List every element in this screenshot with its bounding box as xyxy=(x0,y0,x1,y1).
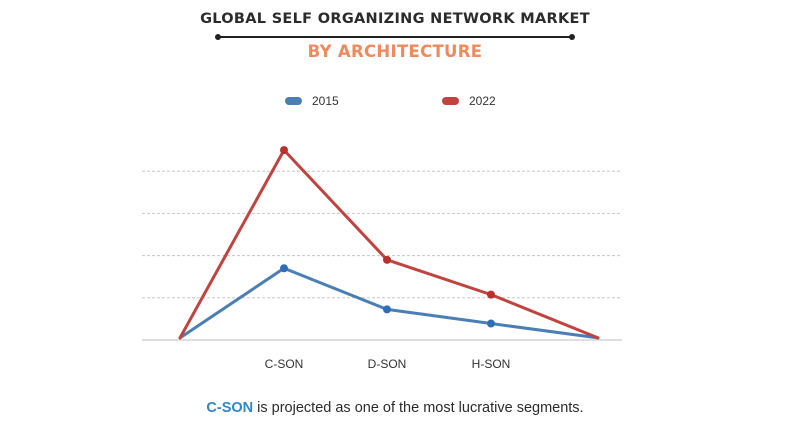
legend-label-2015: 2015 xyxy=(312,94,339,108)
chart-title: GLOBAL SELF ORGANIZING NETWORK MARKET xyxy=(200,11,590,27)
data-point-2022-c-son xyxy=(280,146,288,155)
x-tick-label-c-son: C-SON xyxy=(265,357,304,371)
data-point-2015-d-son xyxy=(383,305,391,314)
chart-subtitle: BY ARCHITECTURE xyxy=(307,42,483,61)
chart-caption: C-SON is projected as one of the most lu… xyxy=(0,400,790,416)
legend-swatch-2022 xyxy=(442,97,459,105)
legend-label-2022: 2022 xyxy=(469,94,496,108)
x-tick-label-h-son: H-SON xyxy=(472,357,511,371)
caption-text: is projected as one of the most lucrativ… xyxy=(253,400,584,416)
data-point-2022-d-son xyxy=(383,255,391,264)
legend-item-2022: 2022 xyxy=(442,93,496,109)
line-chart: C-SON D-SON H-SON xyxy=(142,146,622,371)
x-tick-label-d-son: D-SON xyxy=(368,357,407,371)
caption-highlight: C-SON xyxy=(206,400,254,416)
series-line-2015 xyxy=(178,266,600,340)
title-divider xyxy=(215,34,575,39)
legend-item-2015: 2015 xyxy=(285,93,339,109)
legend-swatch-2015 xyxy=(285,97,302,105)
data-point-2015-h-son xyxy=(487,319,495,328)
data-point-2022-h-son xyxy=(487,290,495,299)
data-point-2015-c-son xyxy=(280,264,288,273)
